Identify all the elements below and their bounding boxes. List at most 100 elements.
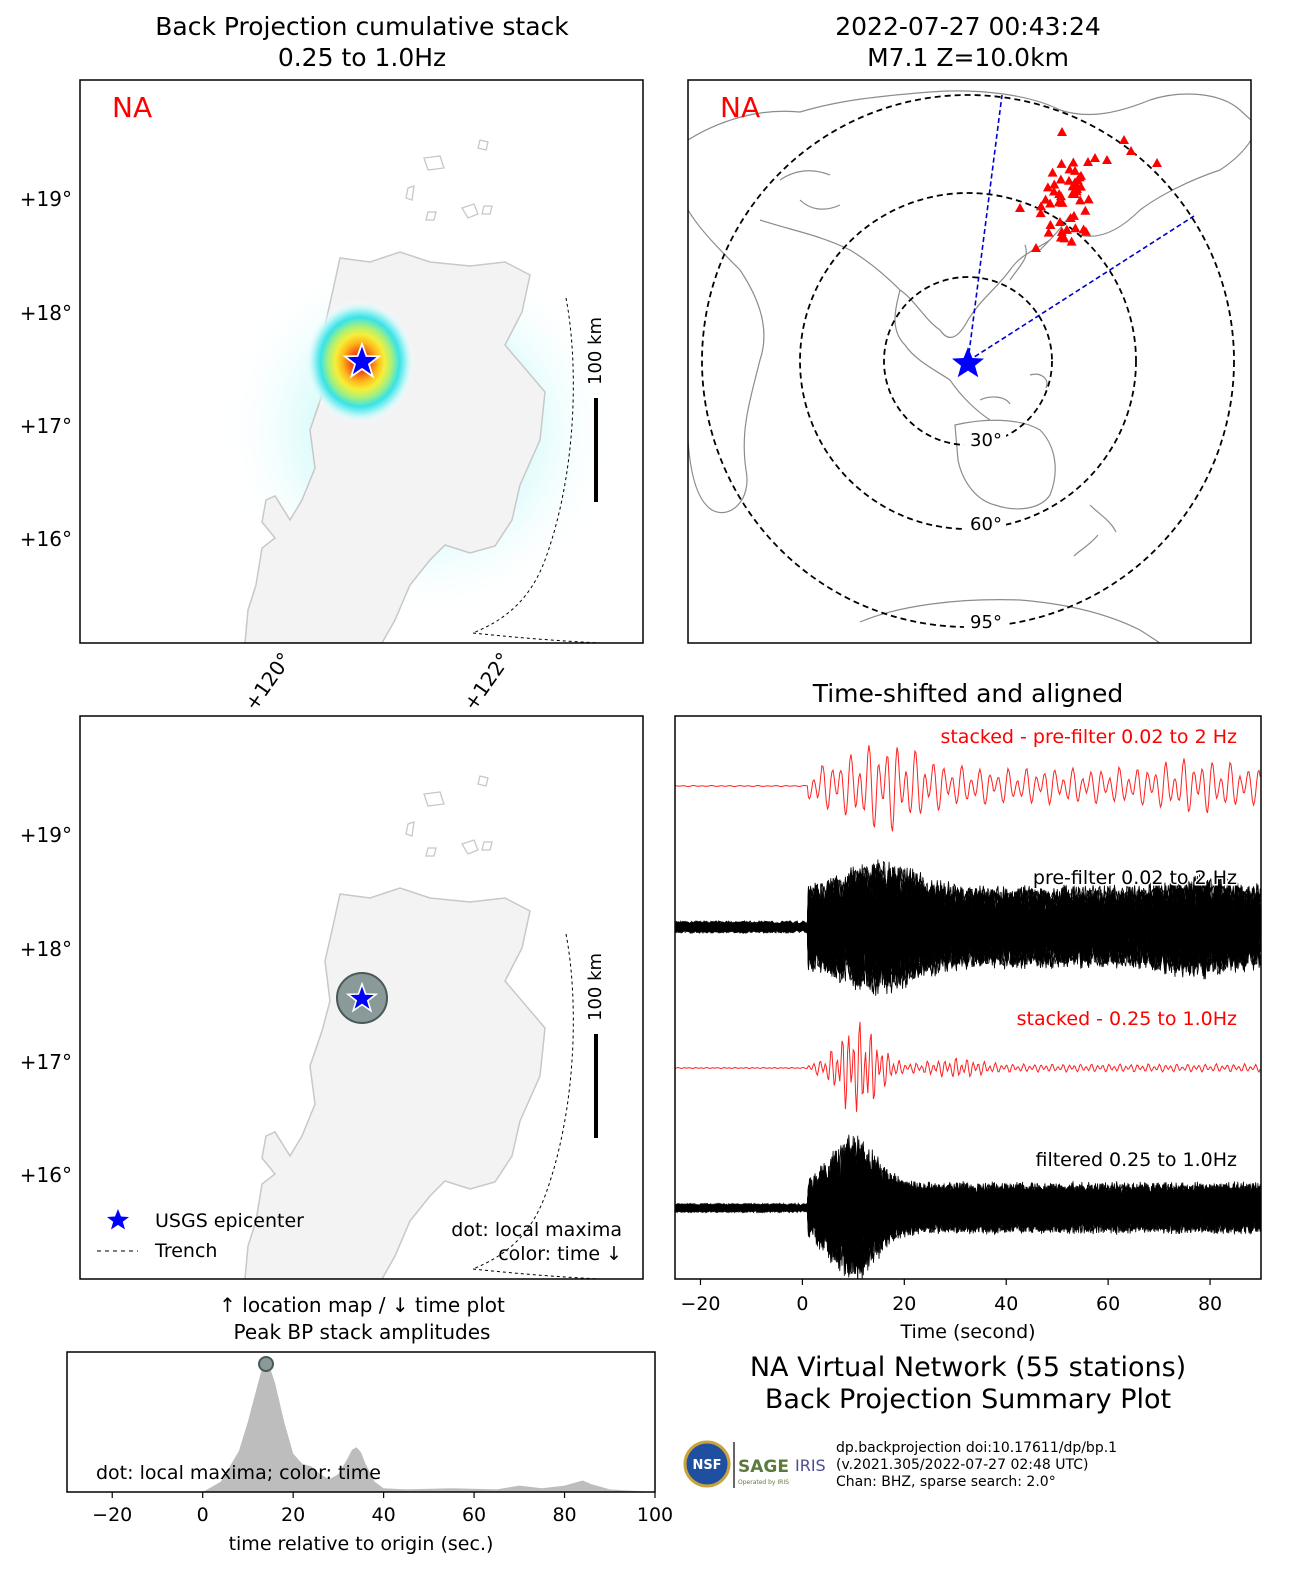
ring-95 — [701, 94, 1235, 628]
station-triangle-icon — [1090, 153, 1100, 162]
series-label-prefilter: pre-filter 0.02 to 2 Hz — [1033, 867, 1237, 889]
event-station-map: 2022-07-27 00:43:24 M7.1 Z=10.0km — [687, 12, 1252, 644]
scale-bar-label: 100 km — [585, 317, 606, 385]
station-triangle-icon — [1068, 157, 1079, 167]
loc-map-frame — [79, 715, 644, 1280]
stacked-prefilter-trace — [675, 745, 1261, 832]
waveform-title: Time-shifted and aligned — [812, 679, 1124, 708]
station-triangle-icon — [1063, 175, 1074, 185]
world-coastlines — [688, 90, 1251, 643]
station-triangle-icon — [1080, 226, 1091, 236]
event-magnitude-title: M7.1 Z=10.0km — [867, 43, 1069, 72]
network-label: NA — [720, 91, 760, 124]
bp-map-frame — [79, 79, 644, 644]
epicenter-star-icon — [952, 347, 984, 378]
filtered-trace — [675, 1145, 1261, 1262]
station-triangle-icon — [1049, 179, 1060, 189]
station-triangle-icon — [1059, 233, 1070, 243]
station-triangle-icon — [1075, 195, 1086, 205]
station-triangle-icon — [1075, 181, 1086, 191]
sage-logo-subtext: Operated by IRIS — [738, 1479, 789, 1486]
event-time-title: 2022-07-27 00:43:24 — [835, 12, 1101, 41]
x-tick-label: 60 — [1096, 1293, 1120, 1315]
waveform-xlabel: Time (second) — [899, 1321, 1035, 1343]
lat-tick: +18° — [20, 301, 72, 325]
waveform-series-labels: stacked - pre-filter 0.02 to 2 Hz pre-fi… — [940, 726, 1238, 1173]
lat-tick: +16° — [20, 1163, 72, 1187]
prefilter-trace — [675, 867, 1261, 984]
station-triangle-icon — [1057, 197, 1068, 207]
peak-time-plot: dot: local maxima; color: time −20 0 20 40 6… — [66, 1351, 673, 1555]
station-triangle-icon — [1035, 208, 1046, 218]
station-triangle-icon — [1057, 127, 1067, 136]
peak-location-map: 100 km USGS epicenter Trench dot: local … — [20, 715, 644, 1344]
nsf-logo-circle — [683, 1440, 731, 1488]
filtered-trace — [675, 1151, 1261, 1261]
iris-logo-text: IRIS — [795, 1456, 826, 1475]
lat-tick: +16° — [20, 527, 72, 551]
lat-tick: +19° — [20, 187, 72, 211]
time-plot-x-ticks: −20 0 20 40 60 80 100 — [92, 1492, 673, 1526]
sage-logo: SAGE Operated by IRIS — [738, 1457, 789, 1486]
x-tick-label: 20 — [281, 1504, 305, 1526]
ring-label-bg — [964, 512, 1006, 534]
station-triangle-icon — [1040, 194, 1051, 204]
station-triangle-icon — [1064, 164, 1075, 174]
series-label-stacked-prefilter: stacked - pre-filter 0.02 to 2 Hz — [940, 726, 1237, 748]
lat-tick: +17° — [20, 1050, 72, 1074]
bp-map-subtitle: 0.25 to 1.0Hz — [278, 43, 446, 72]
legend-star-icon — [107, 1209, 129, 1230]
x-tick-label: 40 — [994, 1293, 1018, 1315]
station-triangle-icon — [1102, 155, 1112, 164]
station-triangle-icon — [1045, 220, 1056, 230]
lon-tick: +122° — [458, 648, 515, 715]
credit-line2: (v.2021.305/2022-07-27 02:48 UTC) — [836, 1457, 1088, 1473]
ring-label-bg — [964, 428, 1006, 450]
x-tick-label: −20 — [680, 1293, 720, 1315]
epicenter-star-icon — [342, 341, 382, 379]
waveform-x-ticks: −20 0 20 40 60 80 — [680, 1279, 1222, 1315]
loc-note-line1: dot: local maxima — [451, 1219, 622, 1241]
event-map-frame — [687, 79, 1252, 644]
credit-line1: dp.backprojection doi:10.17611/dp/bp.1 — [836, 1440, 1117, 1456]
station-triangle-icon — [1042, 182, 1053, 192]
nsf-logo-text: NSF — [692, 1458, 721, 1473]
bp-stack-map: Back Projection cumulative stack 0.25 to… — [20, 12, 644, 715]
waveform-traces — [675, 745, 1261, 1279]
loc-note-line2: color: time ↓ — [498, 1243, 622, 1265]
station-triangle-icon — [1083, 157, 1093, 166]
series-label-stacked-filtered: stacked - 0.25 to 1.0Hz — [1017, 1008, 1237, 1030]
waveform-panel: Time-shifted and aligned stacked - pre-f… — [674, 679, 1262, 1343]
station-triangle-icon — [1056, 158, 1067, 168]
station-triangle-icon — [1066, 236, 1077, 246]
station-markers — [1015, 127, 1162, 252]
station-triangle-icon — [1054, 189, 1065, 199]
x-tick-label: 0 — [796, 1293, 808, 1315]
station-triangle-icon — [1061, 224, 1072, 234]
station-triangle-icon — [1119, 135, 1129, 144]
bp-map-lat-ticks: +19° +18° +17° +16° — [20, 187, 72, 551]
lon-tick: +120° — [239, 648, 296, 715]
iris-logo: IRIS — [795, 1456, 826, 1475]
ring-label-95: 95° — [970, 612, 1002, 633]
great-circle-path — [967, 94, 1003, 362]
station-triangle-icon — [1083, 194, 1094, 204]
small-islands — [405, 139, 493, 221]
station-triangle-icon — [1065, 212, 1076, 222]
x-tick-label: 0 — [197, 1504, 209, 1526]
bp-map-title: Back Projection cumulative stack — [155, 12, 569, 41]
stacked-filtered-trace — [675, 1021, 1261, 1112]
scale-bar-label: 100 km — [585, 953, 606, 1021]
lat-tick: +19° — [20, 823, 72, 847]
small-islands — [405, 775, 493, 857]
prefilter-trace — [675, 866, 1261, 985]
x-tick-label: 60 — [462, 1504, 486, 1526]
station-triangle-icon — [1043, 227, 1054, 237]
nsf-logo: NSF — [683, 1440, 731, 1488]
lat-tick: +17° — [20, 414, 72, 438]
time-plot-xlabel: time relative to origin (sec.) — [229, 1533, 494, 1555]
station-triangle-icon — [1070, 223, 1081, 233]
x-tick-label: 80 — [552, 1504, 576, 1526]
ring-label-bg — [964, 610, 1006, 632]
